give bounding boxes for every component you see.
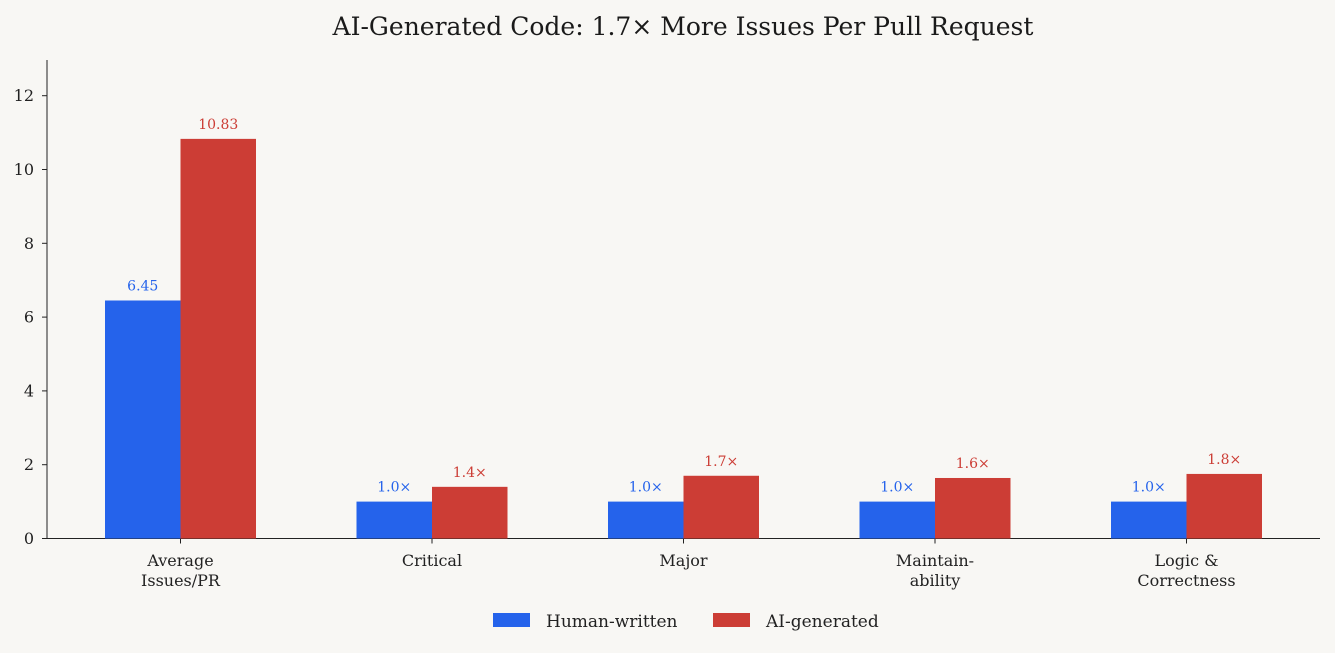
x-category-label: Issues/PR — [141, 571, 221, 590]
x-category-label: Logic & — [1155, 551, 1219, 570]
bar-value-label: 1.6× — [956, 456, 990, 472]
x-category-label: ability — [910, 571, 961, 590]
bar-human — [859, 501, 935, 539]
bar-value-label: 1.0× — [377, 480, 411, 496]
y-tick-label: 10 — [14, 160, 34, 179]
bar-ai — [1186, 473, 1262, 539]
bar-value-label: 1.8× — [1207, 452, 1241, 468]
bar-ai — [180, 138, 256, 539]
bar-ai — [683, 475, 759, 539]
legend: Human-written AI-generated — [493, 612, 879, 632]
bar-value-label: 1.0× — [629, 480, 663, 496]
chart-title: AI-Generated Code: 1.7× More Issues Per … — [332, 12, 1034, 41]
bar-human — [608, 501, 684, 539]
y-tick-label: 6 — [24, 308, 34, 327]
bars — [105, 138, 1262, 539]
legend-swatch — [493, 613, 530, 627]
legend-swatch — [713, 613, 750, 627]
x-category-label: Critical — [402, 551, 462, 570]
bar-human — [105, 300, 181, 539]
y-tick-label: 8 — [24, 234, 34, 253]
x-category-label: Maintain- — [896, 551, 974, 570]
legend-label: Human-written — [546, 612, 678, 632]
bar-value-label: 1.0× — [1132, 480, 1166, 496]
x-category-label: Average — [146, 551, 213, 570]
y-tick-label: 0 — [24, 529, 34, 548]
legend-label: AI-generated — [765, 612, 879, 632]
x-category-label: Major — [659, 551, 708, 570]
y-tick-label: 12 — [14, 86, 34, 105]
data-labels: 6.45 1.0× 1.0× 1.0× 1.0× 10.83 1.4× 1.7× 1.6× 1.8… — [127, 117, 1241, 496]
x-category-label: Correctness — [1137, 571, 1235, 590]
bar-value-label: 6.45 — [127, 278, 158, 294]
bar-human — [356, 501, 432, 539]
bar-ai — [432, 486, 508, 539]
y-tick-label: 4 — [24, 381, 34, 400]
bar-human — [1111, 501, 1187, 539]
bar-value-label: 1.4× — [453, 465, 487, 481]
bar-value-label: 1.0× — [880, 480, 914, 496]
y-axis-ticks: 0 2 4 6 8 10 12 — [14, 86, 47, 548]
bar-ai — [935, 477, 1011, 539]
bar-value-label: 10.83 — [198, 117, 238, 133]
y-tick-label: 2 — [24, 455, 34, 474]
bar-value-label: 1.7× — [704, 454, 738, 470]
